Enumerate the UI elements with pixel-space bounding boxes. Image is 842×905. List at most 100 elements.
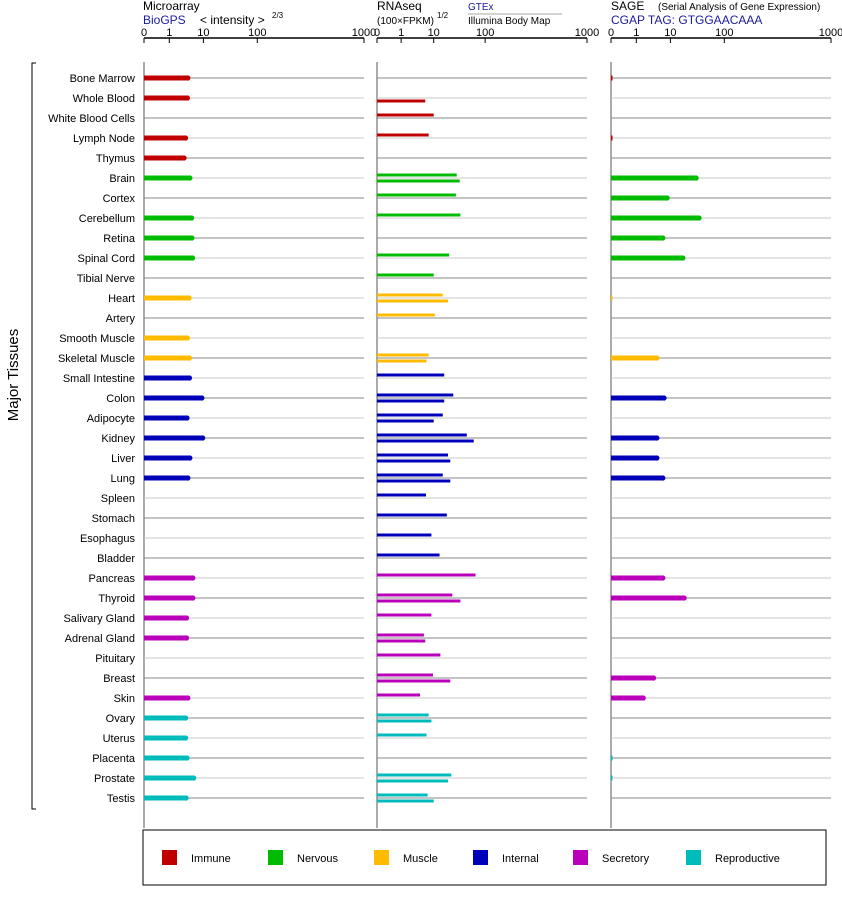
tissue-bracket	[31, 62, 36, 810]
legend-label-immune: Immune	[191, 853, 231, 865]
tissue-label: Skeletal Muscle	[58, 353, 135, 365]
bar-rnaseq-gtex	[377, 173, 457, 177]
bar-rnaseq-gtex	[377, 773, 452, 777]
bar-rnaseq-gtex	[377, 113, 434, 117]
bar-microarray	[144, 295, 190, 301]
bar-rnaseq-gtex	[377, 473, 443, 477]
tissue-label: Bladder	[97, 553, 135, 565]
tissue-label: Uterus	[103, 733, 136, 745]
bar-sage	[611, 475, 663, 481]
panel-microarray-tick-label: 10	[197, 27, 209, 39]
tissue-label: Small Intestine	[63, 373, 135, 385]
bar-rnaseq-gtex	[377, 493, 426, 497]
panel-rnaseq-tick-label: 1000	[575, 27, 599, 39]
bar-rnaseq-bodymap	[377, 799, 434, 803]
tissue-label: Stomach	[92, 513, 135, 525]
bar-rnaseq-bodymap	[377, 679, 451, 683]
bar-rnaseq-gtex	[377, 793, 428, 797]
bar-rnaseq-bodymap	[377, 179, 460, 183]
bar-cap-sage	[664, 195, 670, 201]
panel-rnaseq-tick-label: 1	[398, 27, 404, 39]
bar-rnaseq-gtex	[377, 213, 461, 217]
tissue-label: Testis	[107, 793, 136, 805]
bar-cap-microarray	[185, 695, 191, 701]
bar-rnaseq-gtex	[377, 613, 432, 617]
legend-swatch-muscle	[374, 850, 389, 865]
tissue-label: Colon	[106, 393, 135, 405]
tissue-label: Adipocyte	[87, 413, 135, 425]
bar-microarray	[144, 635, 187, 641]
bar-microarray	[144, 715, 186, 721]
panel-2-title: RNAseq	[377, 0, 422, 13]
bar-rnaseq-gtex	[377, 353, 429, 357]
bar-microarray	[144, 215, 192, 221]
bar-rnaseq-bodymap	[377, 779, 449, 783]
bar-cap-sage	[654, 435, 660, 441]
panel-sage-tick-label: 1000	[819, 27, 842, 39]
tissue-label: Esophagus	[80, 533, 136, 545]
bar-cap-microarray	[190, 595, 196, 601]
bar-cap-microarray	[187, 455, 193, 461]
tissue-label: Tibial Nerve	[77, 273, 135, 285]
tissue-label: Artery	[106, 313, 136, 325]
tissue-label: Adrenal Gland	[65, 633, 135, 645]
bar-cap-microarray	[184, 335, 191, 341]
tissue-label: Cortex	[103, 193, 136, 205]
bar-cap-sage	[661, 395, 667, 401]
bar-cap-microarray	[185, 75, 191, 81]
bar-rnaseq-gtex	[377, 273, 434, 277]
bar-microarray	[144, 135, 186, 141]
bar-sage	[611, 255, 683, 261]
bar-microarray	[144, 455, 190, 461]
tissue-label: Brain	[109, 173, 135, 185]
bar-cap-sage	[654, 455, 660, 461]
tissue-label: Placenta	[92, 753, 136, 765]
panel-microarray-tick-label: 0	[141, 27, 147, 39]
tissue-label: Thyroid	[98, 593, 135, 605]
legend-swatch-immune	[162, 850, 177, 865]
panel-2-scale-exponent: 1/2	[437, 11, 449, 20]
tissue-label: Kidney	[101, 433, 135, 445]
bar-microarray	[144, 375, 190, 381]
bar-sage	[611, 595, 685, 601]
tissue-label: Cerebellum	[79, 213, 135, 225]
bar-microarray	[144, 475, 188, 481]
bar-rnaseq-gtex	[377, 553, 440, 557]
tissue-label: Breast	[103, 673, 135, 685]
bar-microarray	[144, 75, 188, 81]
bar-cap-sage	[660, 475, 666, 481]
bar-microarray	[144, 155, 185, 161]
bar-sage	[611, 395, 665, 401]
bar-rnaseq-gtex	[377, 693, 421, 697]
bar-cap-microarray	[183, 795, 189, 801]
bar-cap-microarray	[183, 615, 190, 621]
bar-sage	[611, 135, 613, 141]
panel-1-subtitle: BioGPS	[143, 13, 186, 27]
bar-cap-microarray	[183, 635, 190, 641]
tissue-label: Skin	[114, 693, 135, 705]
bar-rnaseq-bodymap	[377, 459, 451, 463]
legend-swatch-internal	[473, 850, 488, 865]
bar-sage	[611, 755, 613, 761]
tissue-label: Liver	[111, 453, 135, 465]
bar-cap-sage	[693, 175, 699, 181]
tissue-label: Retina	[103, 233, 136, 245]
bar-cap-microarray	[184, 415, 190, 421]
tissue-label: Pancreas	[89, 573, 136, 585]
legend-label-nervous: Nervous	[297, 853, 338, 865]
bar-sage	[611, 675, 654, 681]
bar-rnaseq-gtex	[377, 413, 443, 417]
bar-microarray	[144, 595, 193, 601]
bar-cap-sage	[681, 595, 687, 601]
bar-rnaseq-bodymap	[377, 639, 426, 643]
legend-swatch-nervous	[268, 850, 283, 865]
bar-rnaseq-gtex	[377, 393, 454, 397]
bar-cap-microarray	[189, 235, 195, 241]
bar-cap-sage	[650, 675, 657, 681]
bar-rnaseq-gtex	[377, 253, 450, 257]
bar-rnaseq-gtex	[377, 193, 456, 197]
panel-sage-tick-label: 1	[633, 27, 639, 39]
bar-microarray	[144, 775, 194, 781]
bar-sage	[611, 175, 697, 181]
